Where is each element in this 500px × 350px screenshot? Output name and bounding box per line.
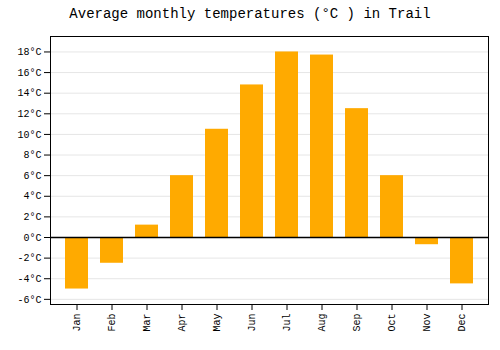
svg-text:16°C: 16°C: [17, 68, 41, 79]
svg-text:6°C: 6°C: [23, 171, 41, 182]
svg-text:8°C: 8°C: [23, 150, 41, 161]
svg-text:Apr: Apr: [177, 314, 188, 332]
svg-text:-4°C: -4°C: [17, 274, 41, 285]
svg-text:Jul: Jul: [282, 314, 293, 332]
svg-text:14°C: 14°C: [17, 88, 41, 99]
svg-text:Nov: Nov: [422, 314, 433, 332]
svg-text:18°C: 18°C: [17, 47, 41, 58]
svg-text:May: May: [212, 314, 223, 332]
svg-text:4°C: 4°C: [23, 191, 41, 202]
svg-text:Dec: Dec: [457, 314, 468, 332]
svg-text:2°C: 2°C: [23, 212, 41, 223]
svg-text:Jan: Jan: [72, 314, 83, 332]
svg-text:0°C: 0°C: [23, 233, 41, 244]
svg-text:-2°C: -2°C: [17, 253, 41, 264]
svg-text:-6°C: -6°C: [17, 295, 41, 306]
svg-text:Aug: Aug: [317, 314, 328, 332]
svg-text:Sep: Sep: [352, 314, 363, 332]
svg-text:Jun: Jun: [247, 314, 258, 332]
svg-text:Feb: Feb: [107, 314, 118, 332]
html-text:Average monthly temperatures (: Average monthly temperatures (°C ) in Tr…: [69, 6, 431, 22]
svg-text:Mar: Mar: [142, 314, 153, 332]
svg-text:12°C: 12°C: [17, 109, 41, 120]
svg-text:Oct: Oct: [387, 314, 398, 332]
svg-text:10°C: 10°C: [17, 130, 41, 141]
